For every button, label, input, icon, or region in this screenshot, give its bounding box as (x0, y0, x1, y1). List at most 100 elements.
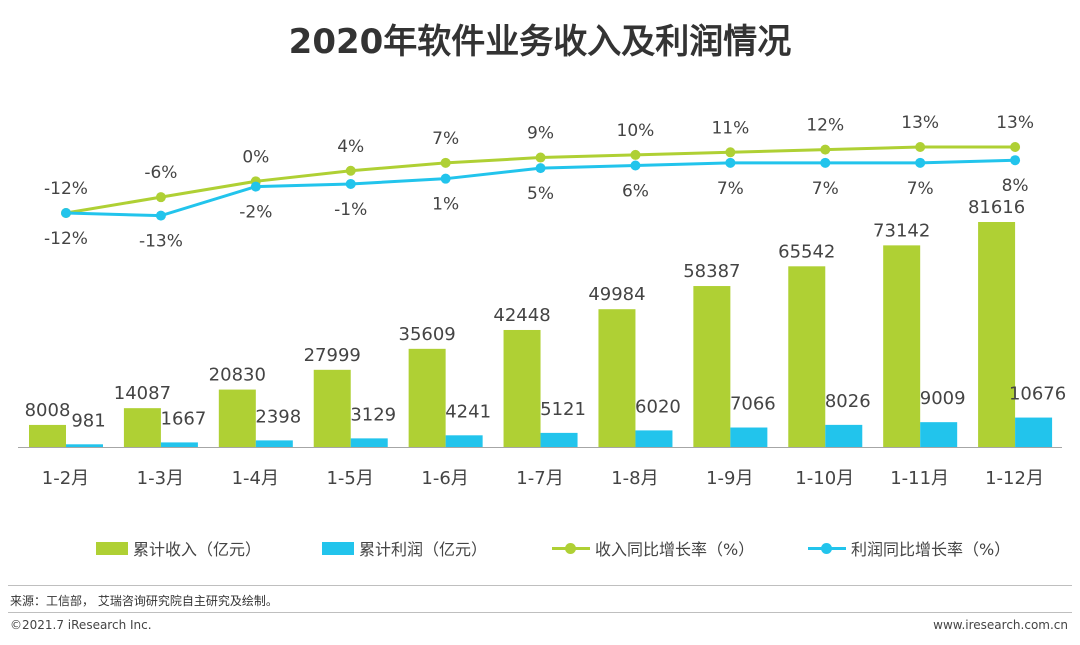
revenue-bar-label: 81616 (968, 197, 1025, 218)
profit-growth-label: -13% (139, 232, 183, 252)
revenue-bar-label: 73142 (873, 220, 930, 241)
revenue-growth-label: 4% (337, 137, 364, 157)
chart-title: 2020年软件业务收入及利润情况 (288, 22, 792, 62)
revenue-growth-point (535, 152, 546, 163)
revenue-growth-label: 12% (806, 116, 844, 136)
profit-bar-label: 9009 (920, 388, 966, 409)
profit-bar-label: 981 (71, 410, 105, 431)
x-tick-label: 1-3月 (137, 468, 184, 489)
profit-growth-point (345, 178, 356, 189)
x-tick-label: 1-9月 (706, 468, 753, 489)
revenue-growth-label: -12% (44, 179, 88, 199)
legend-label-profit: 累计利润（亿元） (359, 540, 488, 559)
legend-item-profit-growth: 利润同比增长率（%） (808, 536, 1010, 560)
x-tick-label: 1-2月 (42, 468, 89, 489)
legend-label-revenue: 累计收入（亿元） (133, 540, 262, 559)
revenue-bar (503, 329, 541, 447)
x-tick-label: 1-6月 (421, 468, 468, 489)
profit-bar (66, 444, 103, 447)
revenue-growth-point (155, 192, 166, 203)
revenue-bar-label: 65542 (778, 241, 835, 262)
profit-bar (350, 438, 388, 447)
x-tick-label: 1-10月 (795, 468, 854, 489)
profit-growth-point (630, 160, 641, 171)
copyright: ©2021.7 iResearch Inc. (10, 618, 152, 632)
revenue-bar (693, 286, 731, 447)
profit-growth-point (440, 173, 451, 184)
profit-bar (160, 442, 198, 447)
profit-bar (445, 435, 483, 447)
x-tick-label: 1-11月 (890, 468, 949, 489)
revenue-bar (313, 369, 351, 447)
revenue-bar-label: 27999 (304, 345, 361, 366)
profit-growth-label: 1% (432, 195, 459, 215)
x-tick-label: 1-12月 (985, 468, 1044, 489)
revenue-bar-label: 42448 (493, 305, 550, 326)
legend-marker-profit-growth (808, 541, 846, 555)
profit-bar-label: 3129 (350, 404, 396, 425)
revenue-bar (408, 348, 446, 447)
legend-label-profit-growth: 利润同比增长率（%） (851, 540, 1011, 559)
profit-bar-label: 8026 (825, 391, 871, 412)
chart-canvas: 8008 981 1-2月 14087 1667 1-3月 20830 2398 1-4月 279… (18, 113, 1066, 489)
legend-marker-revenue-growth (552, 541, 590, 555)
revenue-growth-point (1010, 142, 1021, 152)
profit-growth-point (915, 157, 926, 168)
profit-bar-label: 6020 (635, 396, 681, 417)
source-note: 来源：工信部， 艾瑞咨询研究院自主研究及绘制。 (10, 594, 278, 608)
revenue-bar-label: 14087 (114, 383, 171, 404)
revenue-growth-point (915, 142, 926, 152)
profit-growth-point (250, 181, 261, 192)
legend-item-profit: 累计利润（亿元） (322, 536, 487, 560)
footer-divider-top (8, 585, 1072, 586)
revenue-growth-label: -6% (144, 163, 177, 183)
revenue-bar-label: 58387 (683, 261, 740, 282)
legend-swatch-profit (322, 541, 354, 555)
x-tick-label: 1-7月 (516, 468, 563, 489)
profit-growth-label: 6% (622, 181, 649, 201)
footer-divider-bottom (8, 612, 1072, 613)
profit-bar (825, 424, 863, 447)
revenue-growth-label: 11% (711, 118, 749, 138)
revenue-growth-label: 0% (242, 147, 269, 167)
profit-bar-label: 7066 (730, 394, 776, 415)
legend-item-revenue: 累计收入（亿元） (96, 536, 261, 560)
revenue-growth-label: 13% (996, 113, 1034, 133)
x-tick-label: 1-4月 (232, 468, 279, 489)
profit-bar (540, 432, 578, 447)
revenue-bar (883, 245, 921, 447)
profit-growth-point (535, 163, 546, 174)
profit-growth-point (725, 157, 736, 168)
revenue-growth-point (820, 144, 831, 155)
revenue-bar-label: 49984 (588, 284, 645, 305)
profit-bar (635, 430, 673, 447)
legend-item-revenue-growth: 收入同比增长率（%） (552, 536, 754, 560)
website: www.iresearch.com.cn (933, 618, 1068, 632)
profit-growth-label: -1% (334, 200, 367, 220)
profit-growth-label: 5% (527, 184, 554, 204)
revenue-bar (598, 309, 636, 447)
profit-growth-label: 7% (717, 179, 744, 199)
profit-growth-label: 7% (812, 179, 839, 199)
revenue-growth-point (630, 149, 641, 160)
profit-bar (1015, 417, 1053, 447)
revenue-bar (788, 266, 826, 447)
profit-bar (255, 440, 293, 447)
profit-bar-label: 2398 (255, 406, 301, 427)
profit-bar (730, 427, 768, 447)
revenue-growth-label: 13% (901, 113, 939, 133)
legend-label-revenue-growth: 收入同比增长率（%） (595, 540, 755, 559)
x-tick-label: 1-8月 (611, 468, 658, 489)
legend-swatch-revenue (96, 541, 128, 555)
revenue-growth-label: 9% (527, 124, 554, 144)
profit-bar-label: 10676 (1009, 384, 1066, 405)
revenue-bar (29, 424, 66, 447)
profit-bar (920, 422, 958, 447)
revenue-bar-label: 20830 (209, 365, 266, 386)
profit-growth-point (820, 157, 831, 168)
profit-bar-label: 4241 (445, 401, 491, 422)
profit-bar-label: 5121 (540, 399, 586, 420)
x-tick-label: 1-5月 (326, 468, 373, 489)
profit-growth-label: -12% (44, 229, 88, 249)
profit-growth-point (155, 210, 166, 221)
